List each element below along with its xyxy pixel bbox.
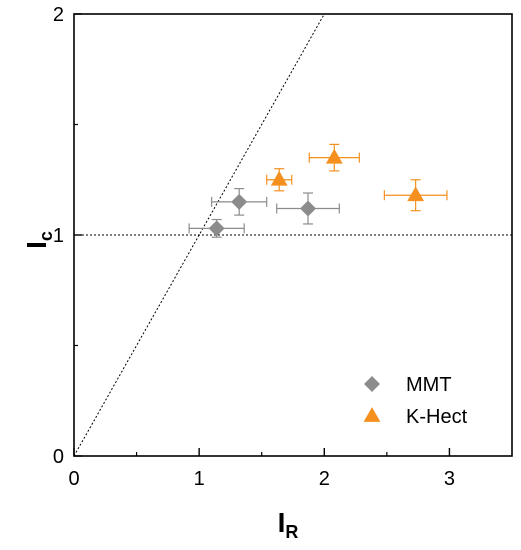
legend-mmt-label: MMT: [406, 374, 452, 396]
legend-mmt-marker: [364, 376, 380, 392]
tick-labels: 0 1 2 3 0 1 2: [53, 4, 455, 490]
k-hect-marker: [407, 186, 425, 202]
mmt-marker: [208, 220, 225, 237]
mmt-marker: [231, 193, 248, 210]
y-tick-label: 1: [53, 225, 64, 247]
x-tick-label: 3: [444, 468, 455, 490]
x-tick-label: 0: [68, 468, 79, 490]
axis-ticks: [73, 13, 451, 457]
k-hect-marker: [325, 148, 343, 164]
legend: MMT K-Hect: [363, 374, 468, 428]
x-axis-label: IR: [278, 507, 299, 542]
mmt-marker: [300, 200, 317, 217]
y-tick-label: 2: [53, 4, 64, 26]
y-axis-label: Ic: [21, 231, 56, 249]
x-tick-label: 1: [194, 468, 205, 490]
reference-lines: [74, 14, 512, 456]
k-hect-marker: [270, 170, 288, 186]
reference-line-diagonal: [74, 14, 325, 456]
data-markers: [208, 148, 425, 237]
y-tick-label: 0: [53, 446, 64, 468]
legend-k-hect-label: K-Hect: [406, 406, 468, 428]
legend-k-hect-marker: [363, 407, 381, 422]
x-tick-label: 2: [319, 468, 330, 490]
